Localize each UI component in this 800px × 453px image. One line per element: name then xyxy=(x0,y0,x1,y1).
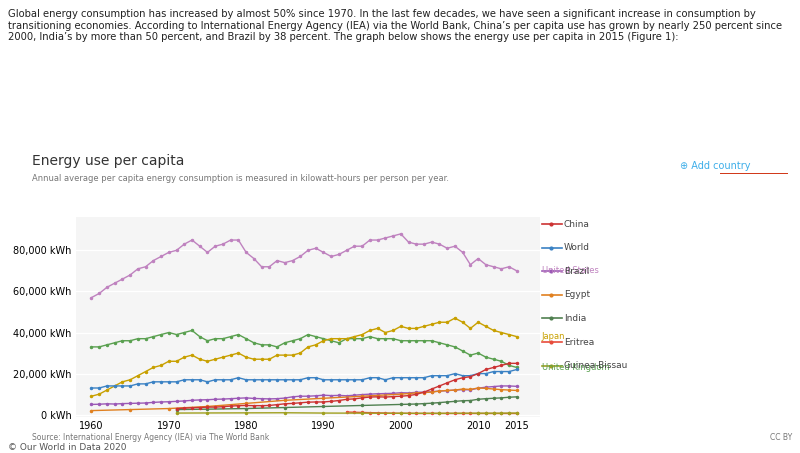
Text: Brazil: Brazil xyxy=(564,267,590,276)
Text: United States: United States xyxy=(542,266,598,275)
Text: Annual average per capita energy consumption is measured in kilowatt-hours per p: Annual average per capita energy consump… xyxy=(32,174,449,183)
Text: Egypt: Egypt xyxy=(564,290,590,299)
Text: Source: International Energy Agency (IEA) via The World Bank: Source: International Energy Agency (IEA… xyxy=(32,433,270,442)
Text: World: World xyxy=(564,243,590,252)
Text: India: India xyxy=(564,314,586,323)
Text: Global energy consumption has increased by almost 50% since 1970. In the last fe: Global energy consumption has increased … xyxy=(8,9,782,42)
Text: Japan: Japan xyxy=(542,332,565,341)
Text: United Kingdom: United Kingdom xyxy=(542,363,610,372)
Text: in Data: in Data xyxy=(742,165,766,171)
Text: Energy use per capita: Energy use per capita xyxy=(32,154,184,168)
Text: Guinea-Bissau: Guinea-Bissau xyxy=(564,361,628,370)
Text: ⊕ Add country: ⊕ Add country xyxy=(680,161,750,171)
Text: CC BY: CC BY xyxy=(770,433,792,442)
Text: © Our World in Data 2020: © Our World in Data 2020 xyxy=(8,443,126,452)
Text: China: China xyxy=(564,220,590,229)
Text: Eritrea: Eritrea xyxy=(564,337,594,347)
Text: Our World: Our World xyxy=(734,156,774,162)
